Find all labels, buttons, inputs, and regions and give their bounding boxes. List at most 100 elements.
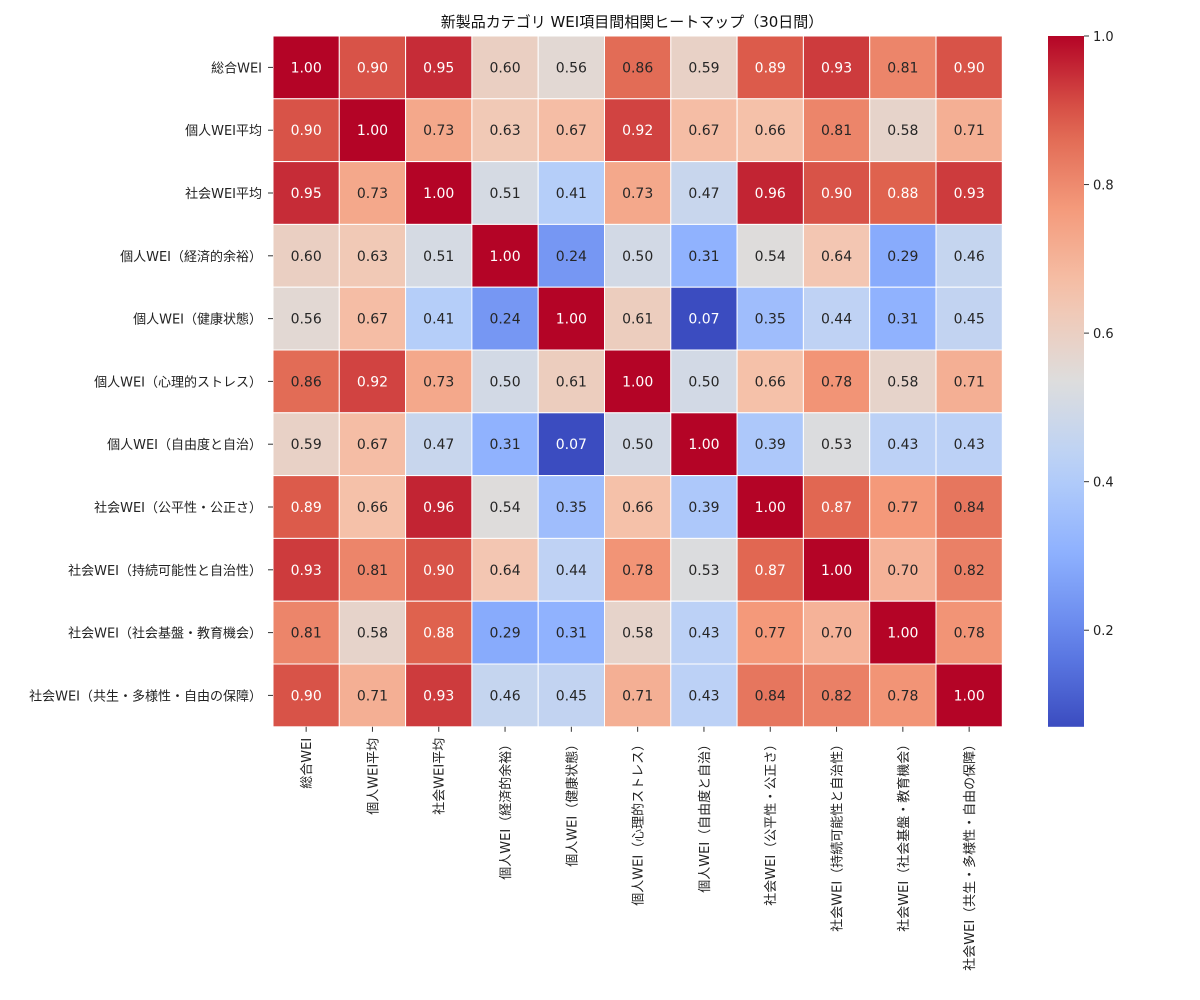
- heatmap-cell: [537, 286, 606, 351]
- heatmap-cell: [604, 286, 672, 351]
- heatmap-cell: [935, 600, 1003, 665]
- heatmap-cell: [802, 98, 871, 163]
- cell-value-label: 0.46: [489, 688, 520, 704]
- cell-value-label: 0.88: [887, 186, 918, 202]
- cell-value-label: 0.81: [357, 563, 388, 579]
- colorbar-tick-label: 0.6: [1093, 327, 1114, 342]
- y-tick-label: 個人WEI平均: [185, 124, 262, 139]
- heatmap-cell: [670, 537, 738, 602]
- cell-value-label: 0.86: [291, 374, 322, 390]
- heatmap-cell: [405, 286, 473, 351]
- cell-value-label: 1.00: [954, 688, 985, 704]
- heatmap-cell: [604, 161, 672, 225]
- cell-value-label: 1.00: [423, 186, 454, 202]
- cell-value-label: 0.58: [622, 626, 653, 642]
- cell-value-label: 1.00: [291, 60, 322, 76]
- heatmap-cell: [537, 98, 606, 163]
- colorbar-tick-label: 0.2: [1093, 624, 1114, 639]
- cell-value-label: 0.60: [489, 60, 520, 76]
- cell-value-label: 0.43: [688, 626, 719, 642]
- heatmap-cell: [670, 412, 738, 477]
- cell-value-label: 0.24: [556, 249, 587, 265]
- cell-value-label: 0.66: [357, 500, 388, 516]
- heatmap-cell: [471, 223, 539, 288]
- heatmap-cell: [869, 98, 937, 163]
- heatmap-cell: [802, 412, 871, 477]
- cell-value-label: 0.93: [423, 688, 454, 704]
- heatmap-cell: [736, 663, 804, 728]
- heatmap-cell: [736, 35, 804, 100]
- cell-value-label: 0.31: [556, 626, 587, 642]
- cell-value-label: 0.53: [821, 437, 852, 453]
- heatmap-cell: [802, 600, 871, 665]
- heatmap-cell: [869, 475, 937, 539]
- heatmap-cell: [935, 349, 1003, 414]
- cell-value-label: 0.45: [556, 688, 587, 704]
- cell-value-label: 0.47: [423, 437, 454, 453]
- heatmap-cell: [272, 35, 340, 100]
- cell-value-label: 0.45: [954, 312, 985, 328]
- heatmap-cell: [935, 35, 1003, 100]
- cell-value-label: 0.44: [821, 312, 852, 328]
- cell-value-label: 0.89: [291, 500, 322, 516]
- cell-value-label: 1.00: [556, 312, 587, 328]
- y-tick-label: 社会WEI（持続可能性と自治性）: [68, 563, 262, 579]
- heatmap-cell: [338, 412, 407, 477]
- cell-value-label: 0.43: [954, 437, 985, 453]
- cell-value-label: 0.81: [821, 123, 852, 139]
- heatmap-cell: [670, 223, 738, 288]
- cell-value-label: 0.92: [357, 374, 388, 390]
- cell-value-label: 0.41: [556, 186, 587, 202]
- cell-value-label: 0.59: [688, 60, 719, 76]
- cell-value-label: 1.00: [755, 500, 786, 516]
- cell-value-label: 0.61: [622, 312, 653, 328]
- cell-value-label: 0.29: [887, 249, 918, 265]
- cell-value-label: 1.00: [622, 374, 653, 390]
- heatmap-cell: [802, 161, 871, 225]
- cell-value-label: 0.77: [887, 500, 918, 516]
- heatmap-cell: [338, 286, 407, 351]
- x-tick-label: 社会WEI（社会基盤・教育機会）: [896, 738, 912, 932]
- cell-value-label: 0.31: [688, 249, 719, 265]
- cell-value-label: 0.81: [887, 60, 918, 76]
- heatmap-cell: [935, 98, 1003, 163]
- cell-value-label: 0.24: [489, 312, 520, 328]
- y-tick-label: 総合WEI: [211, 61, 262, 76]
- cell-value-label: 0.66: [755, 123, 786, 139]
- cell-value-label: 0.70: [887, 563, 918, 579]
- x-tick-label: 個人WEI平均: [366, 738, 381, 815]
- heatmap-cell: [405, 600, 473, 665]
- heatmap-cell: [471, 475, 539, 539]
- heatmap-cell: [604, 475, 672, 539]
- cell-value-label: 0.67: [688, 123, 719, 139]
- cell-value-label: 0.50: [622, 249, 653, 265]
- cell-value-label: 0.84: [755, 688, 786, 704]
- cell-value-label: 0.77: [755, 626, 786, 642]
- cell-value-label: 0.95: [423, 60, 454, 76]
- cell-value-label: 0.29: [489, 626, 520, 642]
- cell-value-label: 0.64: [821, 249, 852, 265]
- heatmap-cell: [272, 286, 340, 351]
- heatmap-cell: [670, 475, 738, 539]
- x-tick-label: 総合WEI: [300, 738, 315, 789]
- cell-value-label: 0.67: [357, 312, 388, 328]
- cell-value-label: 0.78: [954, 626, 985, 642]
- cell-value-label: 0.90: [357, 60, 388, 76]
- y-tick-label: 個人WEI（経済的余裕）: [120, 249, 262, 265]
- y-tick-label: 個人WEI（健康状態）: [133, 312, 262, 328]
- cell-value-label: 0.54: [755, 249, 786, 265]
- y-tick-label: 社会WEI（公平性・公正さ）: [94, 500, 262, 516]
- cell-value-label: 0.31: [887, 312, 918, 328]
- cell-value-label: 0.63: [489, 123, 520, 139]
- heatmap-cell: [935, 412, 1003, 477]
- y-tick-label: 社会WEI（共生・多様性・自由の保障）: [29, 688, 262, 704]
- cell-value-label: 0.46: [954, 249, 985, 265]
- x-axis-labels: 総合WEI 個人WEI平均 社会WEI平均 個人WEI（経済的余裕） 個人WEI（健康状…: [300, 726, 978, 971]
- cell-value-label: 0.50: [622, 437, 653, 453]
- x-tick-label: 個人WEI（経済的余裕）: [498, 738, 514, 880]
- x-tick-label: 個人WEI（健康状態）: [564, 738, 580, 867]
- heatmap-cell: [537, 223, 606, 288]
- heatmap-cell: [869, 286, 937, 351]
